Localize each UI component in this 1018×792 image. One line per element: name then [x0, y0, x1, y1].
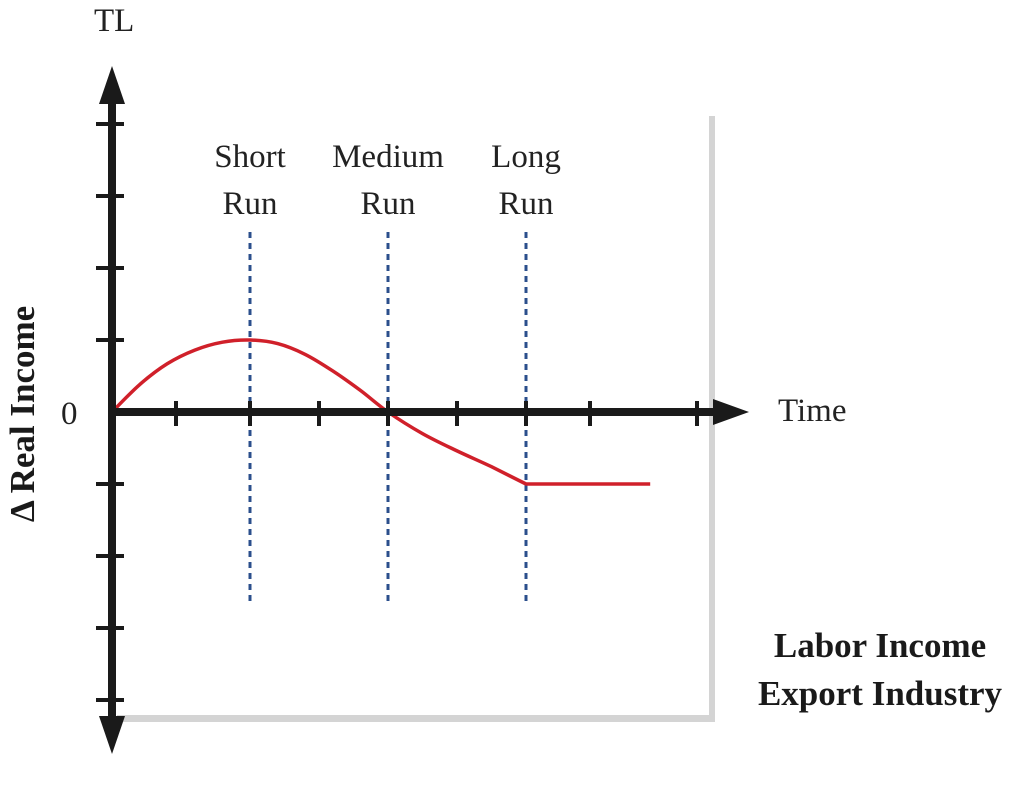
axes	[96, 66, 749, 754]
phase-label-long-line-2: Run	[498, 186, 553, 222]
y-axis-label: Δ Real Income	[3, 306, 42, 522]
chart-text: TL 0 Time Δ Real Income Labor Income Exp…	[3, 3, 1003, 713]
y-axis-arrow-up	[99, 66, 125, 104]
phase-label-medium-line-1: Medium	[332, 139, 444, 175]
x-axis-arrow	[713, 399, 749, 425]
income-curve	[110, 338, 651, 486]
phase-label-long-line-1: Long	[491, 139, 561, 175]
chart-title-line-2: Export Industry	[758, 674, 1003, 713]
phase-labels: Short Run Medium Run Long Run	[214, 139, 561, 222]
chart-title-line-1: Labor Income	[774, 626, 986, 665]
phase-label-short-line-2: Run	[222, 186, 277, 222]
series-line-0	[110, 338, 651, 486]
y-axis-arrow-down	[99, 716, 125, 754]
origin-label: 0	[61, 396, 78, 432]
x-axis-label: Time	[778, 393, 846, 429]
phase-label-short-line-1: Short	[214, 139, 286, 175]
y-axis-top-label: TL	[94, 3, 134, 39]
phase-label-medium-line-2: Run	[360, 186, 415, 222]
